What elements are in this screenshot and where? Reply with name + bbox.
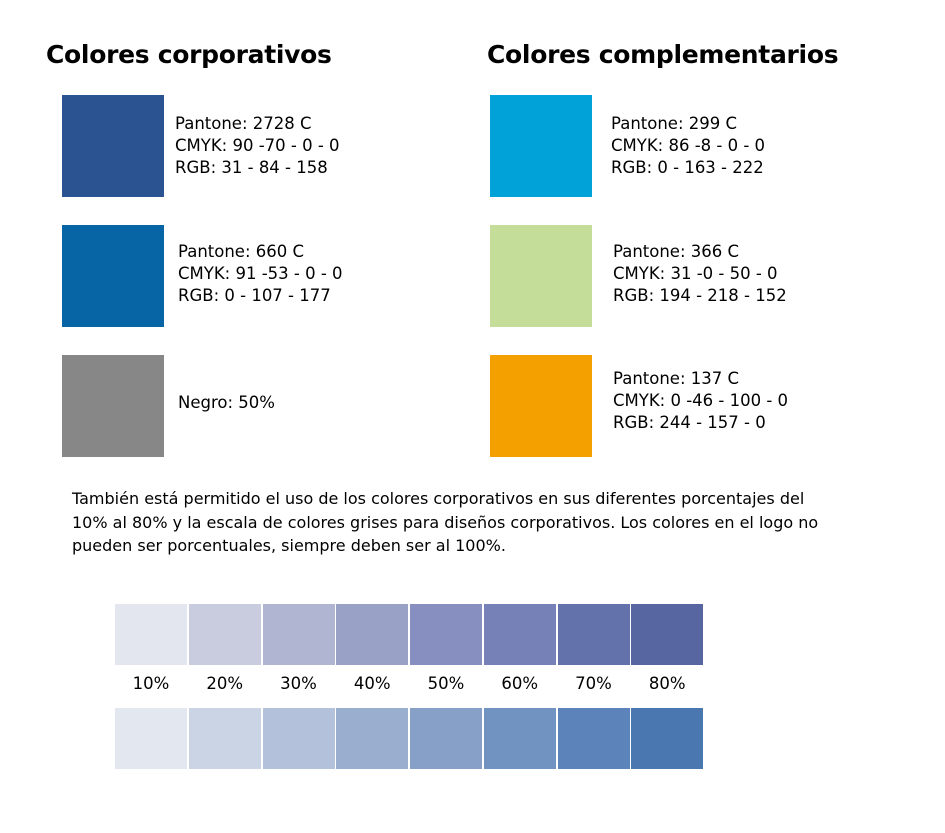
percentage-label: 20% — [206, 674, 244, 693]
complementary-info-line: Pantone: 366 C — [613, 242, 740, 261]
percentage-label: 50% — [427, 674, 465, 693]
complementary-info-1: Pantone: 299 C CMYK: 86 -8 - 0 - 0 RGB: … — [611, 113, 765, 179]
complementary-info-2: Pantone: 366 C CMYK: 31 -0 - 50 - 0 RGB:… — [613, 241, 787, 307]
corporate-info-1: Pantone: 2728 C CMYK: 90 -70 - 0 - 0 RGB… — [175, 113, 340, 179]
corporate-info-line: CMYK: 91 -53 - 0 - 0 — [178, 264, 343, 283]
complementary-info-line: Pantone: 299 C — [611, 114, 738, 133]
light-blue-scale-cell — [483, 708, 556, 769]
corporate-info-line: Pantone: 660 C — [178, 242, 305, 261]
corporate-info-2: Pantone: 660 C CMYK: 91 -53 - 0 - 0 RGB:… — [178, 241, 343, 307]
light-blue-scale-cell — [631, 708, 704, 769]
corporate-swatch-3 — [62, 355, 164, 457]
complementary-info-line: Pantone: 137 C — [613, 369, 740, 388]
light-blue-scale-cell — [188, 708, 261, 769]
corporate-swatch-2 — [62, 225, 164, 327]
percentage-label: 10% — [132, 674, 170, 693]
complementary-info-line: RGB: 194 - 218 - 152 — [613, 286, 787, 305]
usage-note: También está permitido el uso de los col… — [72, 489, 819, 555]
percentage-label: 60% — [501, 674, 539, 693]
complementary-info-line: CMYK: 86 -8 - 0 - 0 — [611, 136, 766, 155]
complementary-info-line: RGB: 0 - 163 - 222 — [611, 158, 764, 177]
blue-scale-cell — [631, 604, 704, 665]
light-blue-scale-cell — [557, 708, 630, 769]
complementary-colors-title: Colores complementarios — [487, 40, 839, 69]
light-blue-scale-cell — [262, 708, 335, 769]
percentage-label: 40% — [353, 674, 391, 693]
blue-scale-cell — [188, 604, 261, 665]
light-blue-scale-cell — [336, 708, 409, 769]
light-blue-scale-cell — [115, 708, 187, 769]
light-blue-scale-cell — [410, 708, 482, 769]
blue-scale-cell — [410, 604, 482, 665]
complementary-swatch-1 — [490, 95, 592, 197]
corporate-colors-title: Colores corporativos — [46, 40, 332, 69]
corporate-swatch-1 — [62, 95, 164, 197]
percentage-label: 80% — [648, 674, 686, 693]
blue-scale-cell — [557, 604, 630, 665]
blue-scale-cell — [483, 604, 556, 665]
complementary-swatch-3 — [490, 355, 592, 457]
complementary-info-3: Pantone: 137 C CMYK: 0 -46 - 100 - 0 RGB… — [613, 368, 788, 434]
complementary-info-line: RGB: 244 - 157 - 0 — [613, 413, 766, 432]
complementary-swatch-2 — [490, 225, 592, 327]
blue-scale-cell — [336, 604, 409, 665]
percentage-label: 70% — [575, 674, 612, 693]
corporate-info-line: RGB: 0 - 107 - 177 — [178, 286, 331, 305]
corporate-info-line: Pantone: 2728 C — [175, 114, 312, 133]
corporate-info-line: Negro: 50% — [178, 393, 275, 412]
blue-scale-cell — [115, 604, 187, 665]
corporate-info-line: CMYK: 90 -70 - 0 - 0 — [175, 136, 340, 155]
complementary-info-line: CMYK: 0 -46 - 100 - 0 — [613, 391, 789, 410]
percentage-label: 30% — [280, 674, 317, 693]
corporate-info-3: Negro: 50% — [178, 392, 275, 414]
corporate-info-line: RGB: 31 - 84 - 158 — [175, 158, 328, 177]
complementary-info-line: CMYK: 31 -0 - 50 - 0 — [613, 264, 778, 283]
blue-scale-cell — [262, 604, 335, 665]
